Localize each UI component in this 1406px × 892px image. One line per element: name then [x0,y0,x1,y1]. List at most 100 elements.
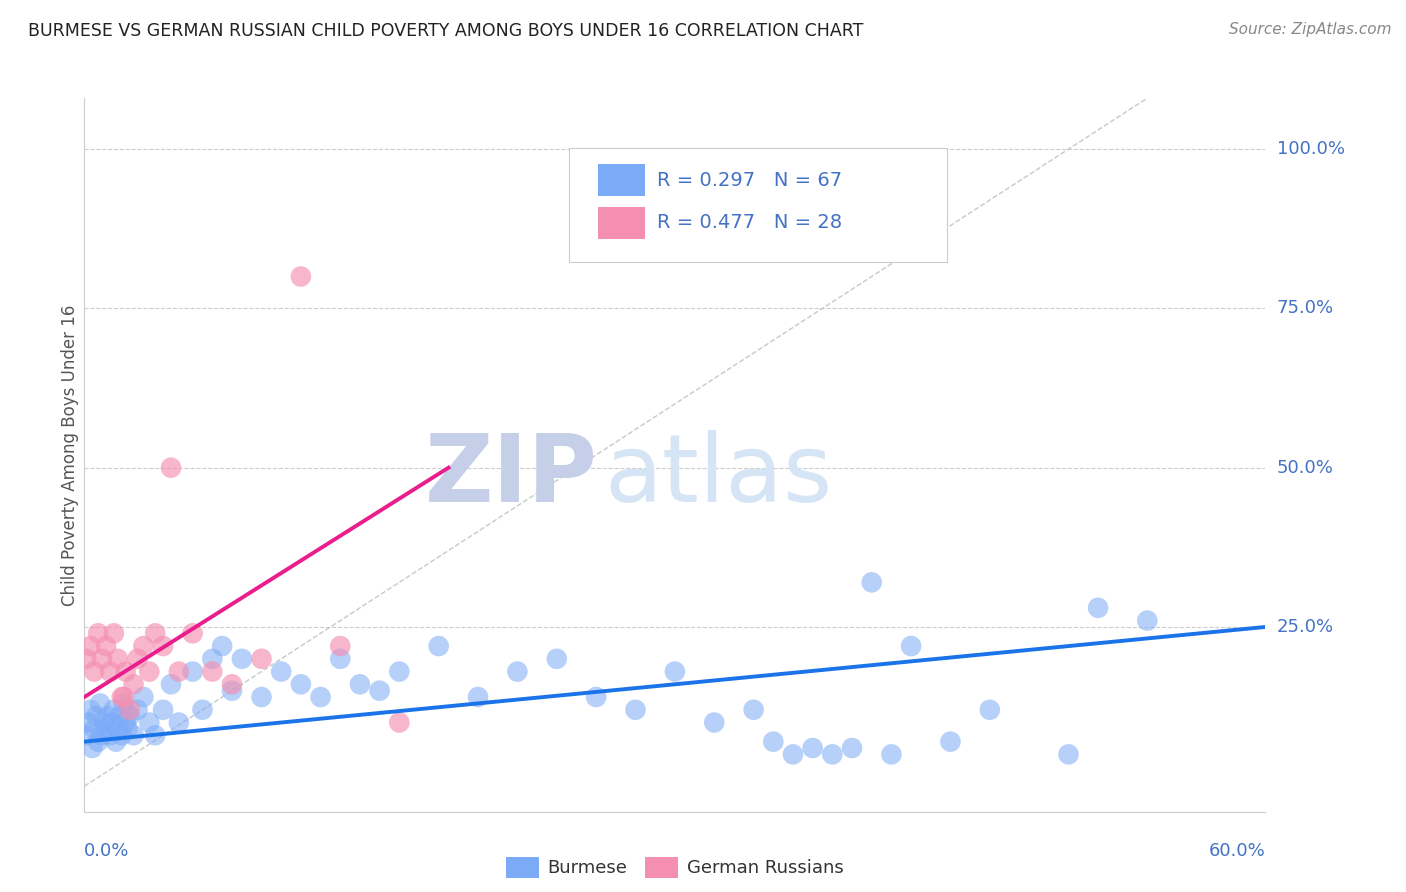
FancyBboxPatch shape [568,148,946,262]
Point [152,639,174,653]
Point [1087,600,1109,615]
Point [111,728,134,742]
Point [801,741,824,756]
Point [546,652,568,666]
Point [117,722,139,736]
Point [664,665,686,679]
Point [83,665,105,679]
Point [250,690,273,704]
Point [201,665,224,679]
Point [87,626,110,640]
Point [93,715,115,730]
Point [290,269,312,284]
Point [107,722,129,736]
Point [122,728,145,742]
Text: 100.0%: 100.0% [1277,140,1344,158]
Point [104,734,127,748]
Point [83,722,105,736]
Legend: Burmese, German Russians: Burmese, German Russians [499,849,851,885]
Point [138,715,160,730]
Point [201,652,224,666]
Point [329,639,352,653]
Point [979,703,1001,717]
Point [309,690,332,704]
Point [82,741,104,756]
FancyBboxPatch shape [598,164,645,196]
Point [103,626,125,640]
Point [221,683,243,698]
Point [94,639,117,653]
Point [138,665,160,679]
Point [329,652,352,666]
Point [101,715,124,730]
Point [1136,614,1159,628]
Text: 25.0%: 25.0% [1277,618,1334,636]
Point [506,665,529,679]
Point [143,626,166,640]
Point [122,677,145,691]
Point [290,677,312,691]
Point [880,747,903,762]
Point [84,709,107,723]
Text: R = 0.297   N = 67: R = 0.297 N = 67 [657,170,842,190]
Text: R = 0.477   N = 28: R = 0.477 N = 28 [657,213,842,233]
Point [87,734,110,748]
Point [388,715,411,730]
Point [75,728,97,742]
Point [181,665,204,679]
Point [742,703,765,717]
Point [427,639,450,653]
Point [91,652,114,666]
Point [127,703,149,717]
FancyBboxPatch shape [598,207,645,239]
Point [143,728,166,742]
Point [114,715,136,730]
Point [1057,747,1080,762]
Point [91,728,114,742]
Point [841,741,863,756]
Point [118,703,141,717]
Text: atlas: atlas [605,430,832,523]
Point [368,683,391,698]
Point [107,652,129,666]
Point [79,703,101,717]
Point [103,703,125,717]
Point [97,709,120,723]
Point [111,690,134,704]
Point [160,460,183,475]
Point [98,728,121,742]
Point [132,639,155,653]
Point [467,690,489,704]
Point [181,626,204,640]
Point [703,715,725,730]
Point [585,690,607,704]
Point [762,734,785,748]
Point [98,665,121,679]
Point [900,639,922,653]
Point [127,652,149,666]
Text: ZIP: ZIP [425,430,598,523]
Point [108,709,131,723]
Text: 0.0%: 0.0% [84,842,129,860]
Point [250,652,273,666]
Point [112,697,135,711]
Point [89,697,111,711]
Text: BURMESE VS GERMAN RUSSIAN CHILD POVERTY AMONG BOYS UNDER 16 CORRELATION CHART: BURMESE VS GERMAN RUSSIAN CHILD POVERTY … [28,22,863,40]
Point [860,575,883,590]
Point [782,747,804,762]
Text: 50.0%: 50.0% [1277,458,1333,476]
Point [191,703,214,717]
Point [388,665,411,679]
Text: Source: ZipAtlas.com: Source: ZipAtlas.com [1229,22,1392,37]
Point [821,747,844,762]
Text: 75.0%: 75.0% [1277,300,1334,318]
Point [221,677,243,691]
Point [167,665,190,679]
Point [75,652,97,666]
Point [939,734,962,748]
Point [211,639,233,653]
Point [79,639,101,653]
Text: 60.0%: 60.0% [1209,842,1265,860]
Point [167,715,190,730]
Point [349,677,371,691]
